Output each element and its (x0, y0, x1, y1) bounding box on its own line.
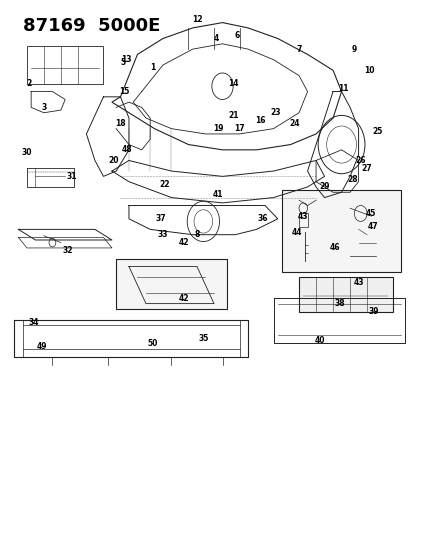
Text: 39: 39 (368, 307, 379, 316)
Text: 9: 9 (352, 45, 357, 54)
Text: 40: 40 (315, 336, 326, 345)
Text: 22: 22 (160, 180, 170, 189)
Text: 46: 46 (330, 244, 340, 253)
Text: 35: 35 (198, 334, 208, 343)
Text: 34: 34 (28, 318, 39, 327)
Text: 16: 16 (256, 116, 266, 125)
Text: 26: 26 (355, 156, 366, 165)
Text: 12: 12 (192, 15, 202, 25)
Text: 25: 25 (372, 127, 383, 136)
Text: 17: 17 (234, 124, 245, 133)
Text: 6: 6 (235, 31, 240, 41)
Text: 48: 48 (122, 146, 132, 155)
Text: 28: 28 (347, 174, 357, 183)
Bar (282, 190, 401, 272)
Text: 31: 31 (66, 172, 77, 181)
Bar (299, 214, 309, 227)
Text: 14: 14 (228, 79, 238, 88)
Text: 1: 1 (150, 63, 155, 72)
Text: 20: 20 (109, 156, 119, 165)
Text: 11: 11 (339, 84, 349, 93)
Text: 41: 41 (213, 190, 223, 199)
Text: 5: 5 (120, 58, 125, 67)
Text: 8: 8 (194, 230, 200, 239)
Text: 4: 4 (214, 34, 219, 43)
Bar (27, 46, 104, 84)
Text: 32: 32 (62, 246, 73, 255)
Text: 42: 42 (179, 238, 190, 247)
Bar (116, 259, 227, 309)
Text: 19: 19 (213, 124, 223, 133)
Text: 36: 36 (258, 214, 268, 223)
Text: 13: 13 (122, 55, 132, 64)
Text: 43: 43 (354, 278, 364, 287)
Text: 43: 43 (298, 212, 309, 221)
Text: 50: 50 (147, 339, 158, 348)
Text: 30: 30 (22, 148, 32, 157)
Text: 21: 21 (228, 111, 238, 120)
Text: 27: 27 (362, 164, 372, 173)
Text: 2: 2 (27, 79, 32, 88)
Text: 24: 24 (290, 119, 300, 128)
Text: 87169  5000E: 87169 5000E (23, 17, 160, 35)
Text: 15: 15 (119, 87, 130, 96)
Text: 10: 10 (364, 66, 374, 75)
Text: 44: 44 (291, 228, 302, 237)
Text: 49: 49 (36, 342, 47, 351)
Text: 42: 42 (179, 294, 190, 303)
Text: 47: 47 (368, 222, 379, 231)
Bar (299, 277, 392, 312)
Text: 23: 23 (270, 108, 281, 117)
Text: 18: 18 (115, 119, 126, 128)
Text: 38: 38 (334, 299, 345, 308)
Text: 45: 45 (366, 209, 377, 218)
Text: 33: 33 (158, 230, 168, 239)
Text: 37: 37 (155, 214, 166, 223)
Text: 7: 7 (296, 45, 302, 54)
Text: 3: 3 (41, 103, 47, 112)
Text: 29: 29 (319, 182, 330, 191)
